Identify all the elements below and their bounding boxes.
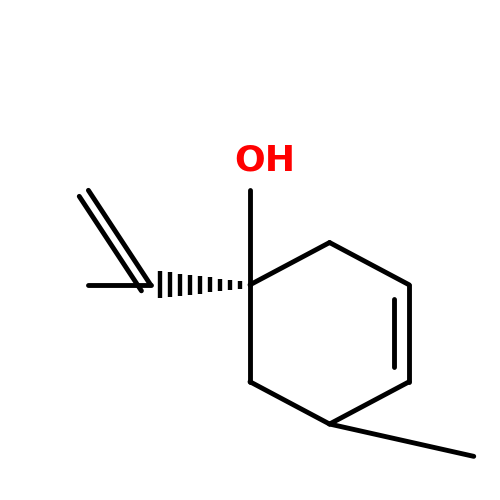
Text: OH: OH <box>234 144 296 178</box>
